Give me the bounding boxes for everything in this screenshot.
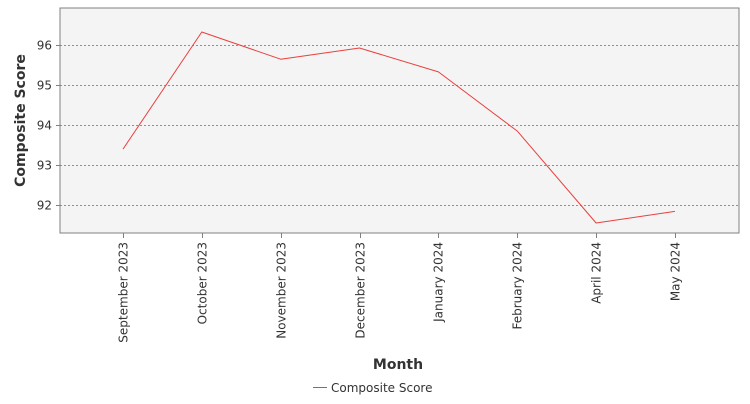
x-tick-label: April 2024 xyxy=(590,242,604,304)
series-line-composite-score xyxy=(122,31,675,224)
y-tick-label: 96 xyxy=(37,39,52,53)
x-tick-label: November 2023 xyxy=(275,242,289,339)
legend: Composite Score xyxy=(313,381,432,395)
grid-lines xyxy=(60,45,739,206)
x-tick-label: December 2023 xyxy=(354,242,368,339)
y-tick-label: 95 xyxy=(37,79,52,93)
y-axis-label: Composite Score xyxy=(13,54,29,187)
x-axis-label: Month xyxy=(373,357,423,373)
x-tick-label: October 2023 xyxy=(196,242,210,324)
legend-label: Composite Score xyxy=(331,381,432,395)
y-axis-ticks: 92 93 94 95 96 xyxy=(37,39,60,213)
y-tick-label: 92 xyxy=(37,199,52,213)
x-tick-label: May 2024 xyxy=(669,242,683,301)
x-tick-label: February 2024 xyxy=(511,242,525,330)
y-tick-label: 94 xyxy=(37,119,52,133)
plot-area xyxy=(59,7,740,234)
x-axis-ticks: September 2023 October 2023 November 2023 D… xyxy=(117,233,683,343)
y-tick-label: 93 xyxy=(37,159,52,173)
x-tick-label: September 2023 xyxy=(117,242,131,343)
x-tick-label: January 2024 xyxy=(432,242,446,323)
